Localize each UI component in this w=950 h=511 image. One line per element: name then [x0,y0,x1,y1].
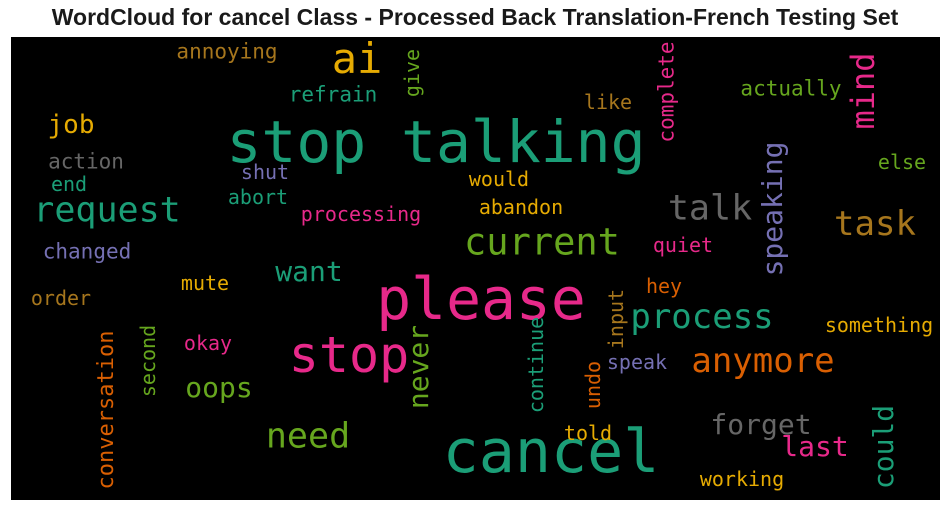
chart-title: WordCloud for cancel Class - Processed B… [51,4,899,30]
word-speak: speak [606,350,668,374]
word-end: end [50,172,88,196]
word-speaking: speaking [756,141,789,277]
word-process: process [630,297,774,337]
word-could: could [867,404,900,490]
word-annoying: annoying [176,39,278,64]
word-stop-talking: stop talking [226,108,646,176]
word-want: want [275,255,343,288]
word-like: like [583,90,633,114]
word-continue: continue [524,316,548,414]
word-undo: undo [581,360,605,410]
word-ai: ai [331,37,383,83]
word-would: would [468,167,530,191]
word-please: please [376,265,586,333]
word-never: never [402,324,435,410]
word-task: task [834,204,916,244]
word-something: something [824,313,934,337]
word-current: current [464,220,620,264]
word-mind: mind [844,52,882,130]
word-input: input [604,288,628,350]
word-talk: talk [667,188,753,229]
word-working: working [699,467,785,491]
word-okay: okay [183,331,233,355]
word-shut: shut [240,160,290,184]
word-else: else [877,150,927,174]
word-actually: actually [740,76,842,101]
word-abandon: abandon [478,195,564,219]
word-request: request [33,190,181,231]
word-changed: changed [42,239,132,264]
word-hey: hey [645,274,683,298]
wordcloud-canvas: cancel stop talking please stop ai current req… [11,37,940,500]
word-order: order [30,286,92,310]
word-conversation: conversation [94,330,119,490]
word-give: give [400,48,424,98]
word-cancel: cancel [442,417,660,487]
word-abort: abort [227,185,289,209]
word-second: second [136,324,160,398]
word-processing: processing [300,202,422,226]
word-stop: stop [288,326,410,384]
word-told: told [563,421,613,445]
word-anymore: anymore [691,341,835,381]
word-need: need [265,416,351,457]
word-action: action [48,149,124,174]
word-job: job [47,110,95,140]
word-refrain: refrain [288,82,378,107]
word-complete: complete [654,41,679,143]
word-last: last [781,430,849,463]
word-mute: mute [180,271,230,295]
word-forget: forget [710,408,812,441]
word-quiet: quiet [652,233,714,257]
word-oops: oops [185,371,253,404]
